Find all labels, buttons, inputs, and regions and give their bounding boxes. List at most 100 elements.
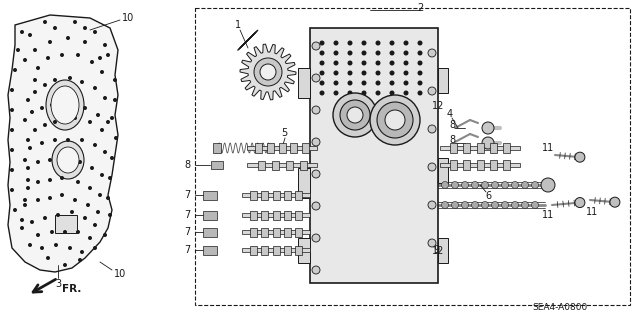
Bar: [490, 160, 497, 170]
Circle shape: [10, 128, 14, 132]
Circle shape: [348, 91, 353, 95]
Circle shape: [98, 193, 102, 197]
Circle shape: [428, 87, 436, 95]
Circle shape: [610, 197, 620, 207]
Circle shape: [46, 256, 50, 260]
Circle shape: [28, 146, 32, 150]
Circle shape: [43, 20, 47, 24]
Bar: [285, 160, 292, 169]
Text: 2: 2: [417, 3, 423, 13]
Circle shape: [68, 76, 72, 80]
Circle shape: [481, 182, 488, 189]
Circle shape: [93, 223, 97, 227]
Circle shape: [93, 143, 97, 147]
Circle shape: [60, 53, 64, 57]
Circle shape: [376, 70, 381, 76]
Circle shape: [73, 198, 77, 202]
Circle shape: [88, 236, 92, 240]
Text: 8: 8: [449, 135, 455, 145]
Bar: [503, 160, 510, 170]
Bar: [273, 190, 280, 199]
Circle shape: [522, 182, 529, 189]
Text: 5: 5: [281, 128, 287, 138]
Circle shape: [43, 123, 47, 127]
Circle shape: [20, 30, 24, 34]
Circle shape: [108, 213, 112, 217]
Circle shape: [83, 106, 87, 110]
Circle shape: [90, 166, 94, 170]
Circle shape: [390, 70, 394, 76]
Bar: [440, 146, 520, 150]
Circle shape: [30, 220, 34, 224]
Circle shape: [83, 26, 87, 30]
Circle shape: [23, 158, 27, 162]
Circle shape: [48, 196, 52, 200]
Bar: [250, 211, 257, 219]
Circle shape: [103, 43, 107, 47]
Circle shape: [63, 230, 67, 234]
Bar: [450, 143, 457, 153]
Circle shape: [68, 246, 72, 250]
Bar: [477, 160, 483, 170]
Text: 8: 8: [184, 160, 190, 170]
Text: 10: 10: [122, 13, 134, 23]
Bar: [255, 143, 262, 153]
Ellipse shape: [51, 86, 79, 124]
Circle shape: [23, 203, 27, 207]
Circle shape: [428, 239, 436, 247]
Bar: [463, 160, 470, 170]
Circle shape: [78, 258, 82, 262]
Circle shape: [461, 202, 468, 209]
Circle shape: [103, 233, 107, 237]
Circle shape: [376, 91, 381, 95]
Circle shape: [428, 201, 436, 209]
Circle shape: [33, 128, 37, 132]
Circle shape: [93, 86, 97, 90]
Circle shape: [502, 202, 509, 209]
Circle shape: [385, 110, 405, 130]
Circle shape: [88, 120, 92, 124]
Circle shape: [417, 61, 422, 65]
Circle shape: [333, 93, 377, 137]
Circle shape: [106, 53, 110, 57]
Bar: [298, 168, 310, 198]
Circle shape: [100, 70, 104, 74]
Circle shape: [10, 108, 14, 112]
Text: 11: 11: [542, 210, 554, 220]
Circle shape: [312, 138, 320, 146]
Circle shape: [442, 202, 449, 209]
Circle shape: [10, 168, 14, 172]
Circle shape: [73, 116, 77, 120]
Text: 9: 9: [433, 245, 439, 255]
Circle shape: [30, 110, 34, 114]
Bar: [203, 190, 217, 199]
Circle shape: [28, 243, 32, 247]
Bar: [302, 143, 309, 153]
Circle shape: [40, 106, 44, 110]
Bar: [273, 211, 280, 219]
Circle shape: [254, 58, 282, 86]
Bar: [295, 246, 302, 255]
Bar: [261, 246, 268, 255]
Circle shape: [472, 202, 479, 209]
Text: 7: 7: [184, 190, 190, 200]
Circle shape: [36, 66, 40, 70]
Circle shape: [403, 50, 408, 56]
Circle shape: [10, 148, 14, 152]
Bar: [438, 158, 448, 183]
Bar: [477, 143, 483, 153]
Circle shape: [26, 186, 30, 190]
Circle shape: [20, 226, 24, 230]
Circle shape: [348, 80, 353, 85]
Text: 6: 6: [485, 191, 491, 201]
Bar: [257, 160, 264, 169]
Circle shape: [100, 173, 104, 177]
Text: 3: 3: [55, 279, 61, 289]
Circle shape: [417, 70, 422, 76]
Circle shape: [575, 197, 585, 208]
Circle shape: [48, 40, 52, 44]
Circle shape: [103, 96, 107, 100]
Circle shape: [312, 42, 320, 50]
Circle shape: [417, 41, 422, 46]
Circle shape: [96, 113, 100, 117]
